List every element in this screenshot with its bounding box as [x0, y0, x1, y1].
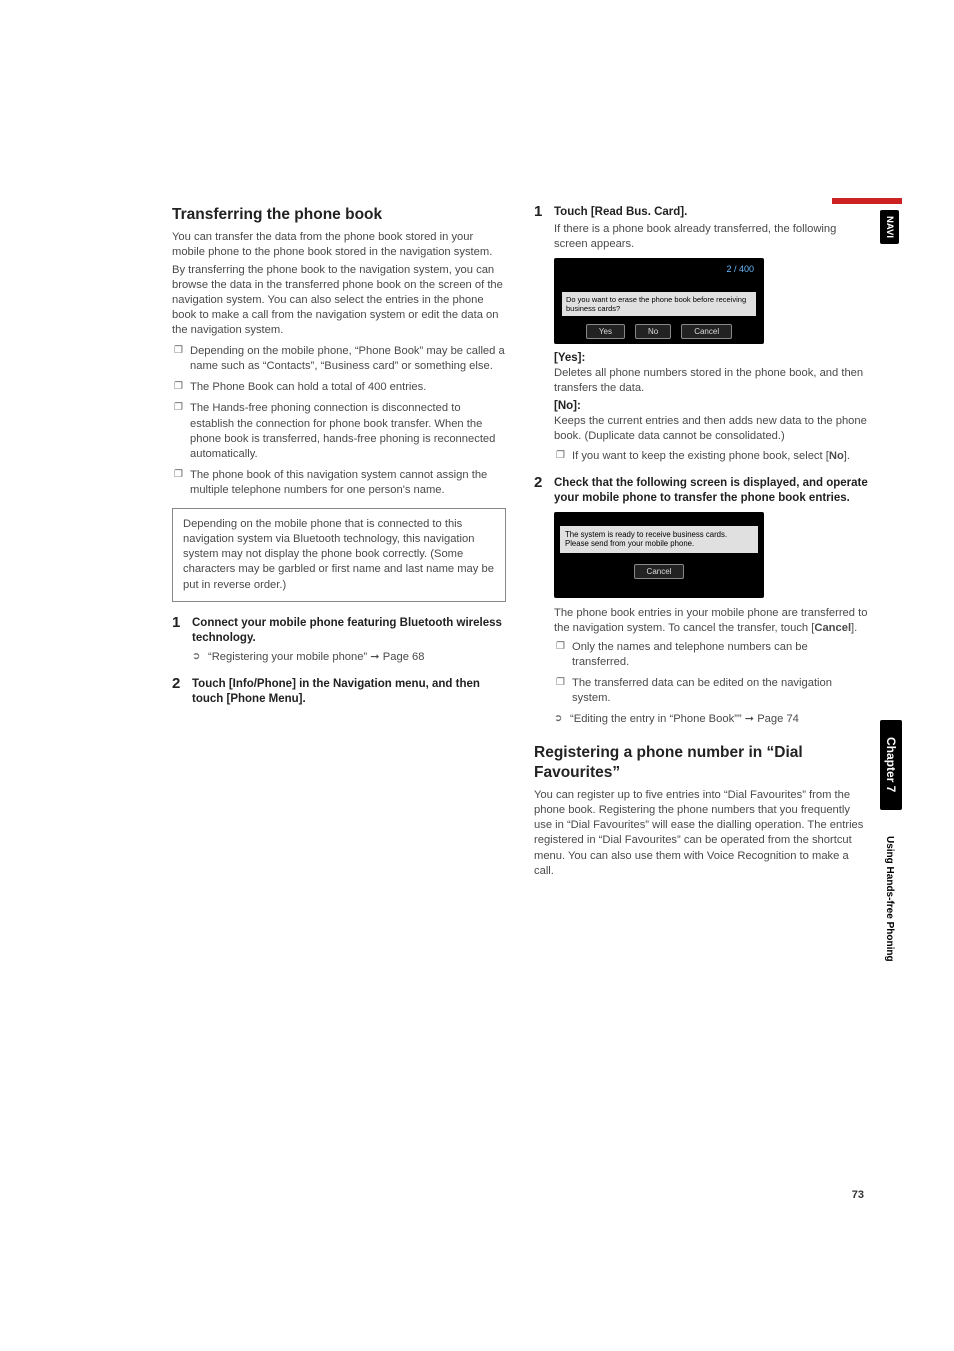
list-item: The transferred data can be edited on th…: [554, 676, 868, 706]
chapter-tab: Chapter 7: [880, 720, 902, 810]
list-item: The phone book of this navigation system…: [172, 468, 506, 498]
registering-heading: Registering a phone number in “Dial Favo…: [534, 743, 868, 782]
caution-box: Depending on the mobile phone that is co…: [172, 508, 506, 602]
no-keep-pre: If you want to keep the existing phone b…: [572, 450, 829, 462]
no-keep-post: ].: [844, 450, 850, 462]
intro-paragraph-2: By transferring the phone book to the na…: [172, 263, 506, 339]
step-3-body: If there is a phone book already transfe…: [554, 222, 868, 252]
yes-desc: Deletes all phone numbers stored in the …: [554, 366, 868, 396]
yes-button[interactable]: Yes: [586, 324, 625, 339]
yes-label: [Yes]:: [554, 352, 868, 364]
step-3: Touch [Read Bus. Card]. If there is a ph…: [534, 205, 868, 464]
ready-line1: The system is ready to receive business …: [565, 530, 753, 540]
caution-text: Depending on the mobile phone that is co…: [183, 517, 495, 593]
using-tab: Using Hands-free Phoning: [880, 814, 899, 984]
list-item: The Hands-free phoning connection is dis…: [172, 401, 506, 461]
side-tab-group-top: NAVI: [880, 210, 902, 248]
step-1: Connect your mobile phone featuring Blue…: [172, 616, 506, 665]
transferring-heading: Transferring the phone book: [172, 205, 506, 224]
count-label: 2 / 400: [726, 264, 754, 274]
accent-bar: [832, 198, 902, 204]
list-item: Only the names and telephone numbers can…: [554, 640, 868, 670]
step-3-head: Touch [Read Bus. Card].: [554, 205, 868, 220]
cancel-button[interactable]: Cancel: [634, 564, 685, 579]
ready-line2: Please send from your mobile phone.: [565, 539, 753, 549]
no-label: [No]:: [554, 400, 868, 412]
page-number: 73: [852, 1189, 864, 1201]
intro-paragraph-1: You can transfer the data from the phone…: [172, 230, 506, 260]
steps-list-left: Connect your mobile phone featuring Blue…: [172, 616, 506, 707]
screenshot-ready-receive: The system is ready to receive business …: [554, 512, 764, 598]
cancel-button[interactable]: Cancel: [681, 324, 732, 339]
no-button[interactable]: No: [635, 324, 671, 339]
steps-list-right: Touch [Read Bus. Card]. If there is a ph…: [534, 205, 868, 727]
step-2-head: Touch [Info/Phone] in the Navigation men…: [192, 677, 506, 707]
step-4-xref: “Editing the entry in “Phone Book”” ➞ Pa…: [554, 712, 868, 727]
list-item: The Phone Book can hold a total of 400 e…: [172, 380, 506, 395]
step-1-head: Connect your mobile phone featuring Blue…: [192, 616, 506, 646]
list-item: Depending on the mobile phone, “Phone Bo…: [172, 344, 506, 374]
after-post: ].: [851, 622, 857, 634]
step-2: Touch [Info/Phone] in the Navigation men…: [172, 677, 506, 707]
no-keep-note: If you want to keep the existing phone b…: [554, 449, 868, 464]
dialog-message: Do you want to erase the phone book befo…: [562, 292, 756, 316]
step-1-xref: “Registering your mobile phone” ➞ Page 6…: [192, 650, 506, 665]
right-column: Touch [Read Bus. Card]. If there is a ph…: [534, 205, 868, 881]
notes-list: Depending on the mobile phone, “Phone Bo…: [172, 344, 506, 498]
step-4-after: The phone book entries in your mobile ph…: [554, 606, 868, 636]
registering-body: You can register up to five entries into…: [534, 788, 868, 879]
after-bold: Cancel: [814, 622, 851, 634]
screenshot-erase-dialog: 2 / 400 Do you want to erase the phone b…: [554, 258, 764, 344]
side-tab-group-bottom: Chapter 7 Using Hands-free Phoning: [880, 720, 902, 988]
no-desc: Keeps the current entries and then adds …: [554, 414, 868, 444]
no-keep-bold: No: [829, 450, 844, 462]
navi-tab: NAVI: [880, 210, 899, 244]
step-4-head: Check that the following screen is displ…: [554, 476, 868, 506]
step-4: Check that the following screen is displ…: [534, 476, 868, 728]
left-column: Transferring the phone book You can tran…: [172, 205, 506, 881]
